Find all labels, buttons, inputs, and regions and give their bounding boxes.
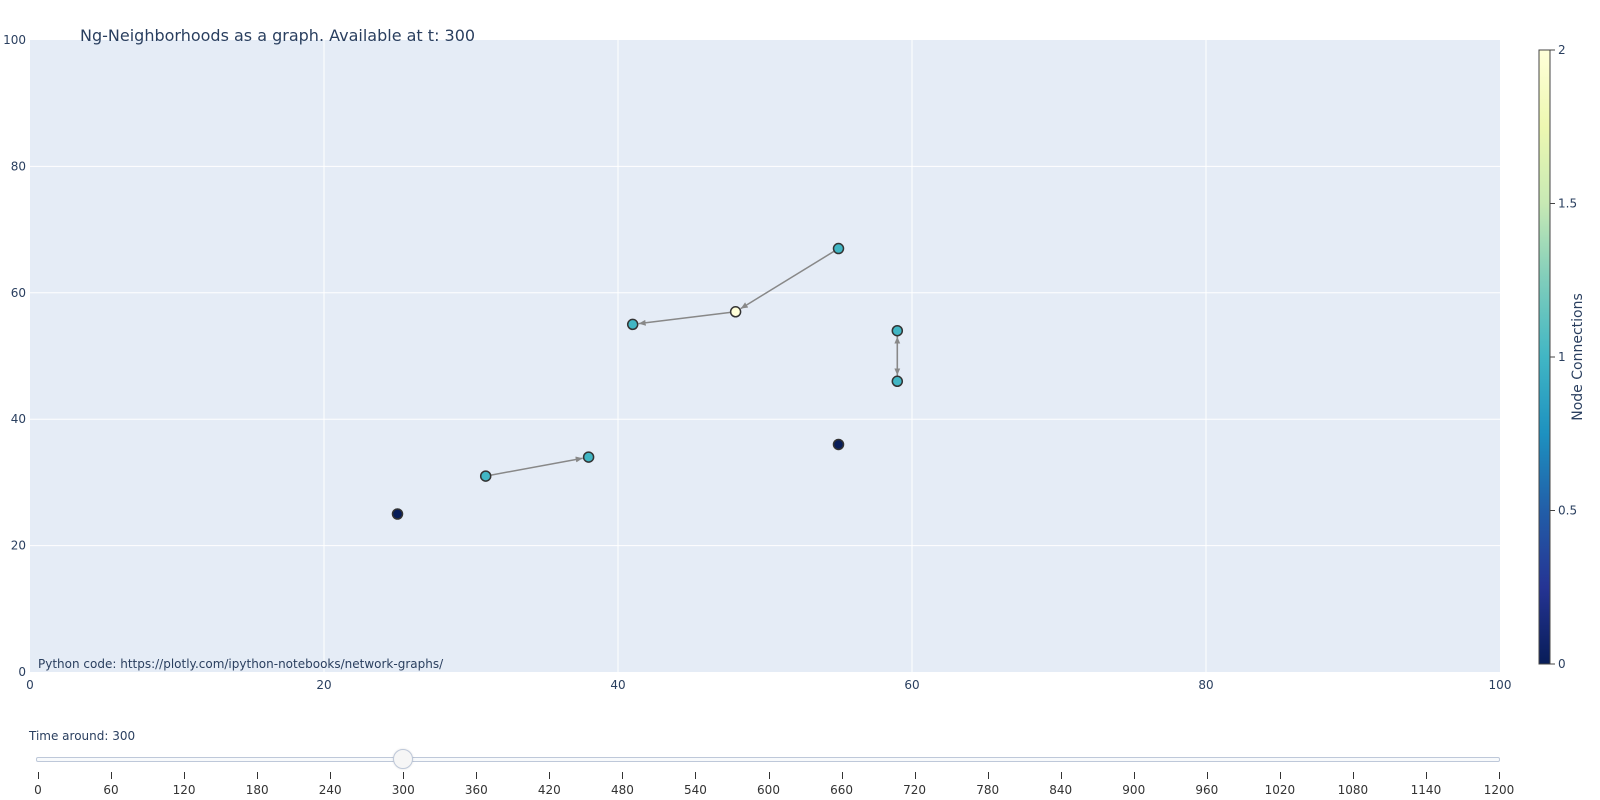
- colorbar-tick-label: 0.5: [1558, 504, 1577, 518]
- x-tick-label: 20: [316, 678, 331, 692]
- edge: [485, 456, 583, 477]
- slider-step-label[interactable]: 1200: [1483, 783, 1515, 797]
- slider-step-tick: [768, 772, 770, 779]
- time-slider-handle[interactable]: [393, 749, 414, 769]
- slider-step-tick: [257, 772, 259, 779]
- slider-step-tick: [987, 772, 989, 779]
- slider-step-label[interactable]: 1080: [1337, 783, 1369, 797]
- slider-step-tick: [622, 772, 624, 779]
- graph-node[interactable]: [891, 324, 904, 337]
- edge: [638, 311, 736, 326]
- slider-step-tick: [330, 772, 332, 779]
- slider-step-tick: [1425, 772, 1427, 779]
- graph-node[interactable]: [729, 306, 742, 318]
- x-tick-label: 100: [1489, 678, 1512, 692]
- slider-step-label[interactable]: 360: [464, 783, 488, 797]
- y-tick-label: 60: [11, 286, 26, 300]
- slider-step-tick: [403, 772, 405, 779]
- slider-step-tick: [184, 772, 186, 779]
- slider-step-label[interactable]: 660: [830, 783, 853, 797]
- slider-step-label[interactable]: 840: [1049, 783, 1073, 797]
- graph-node[interactable]: [582, 451, 595, 463]
- x-tick-label: 0: [26, 678, 34, 692]
- chart-title: Ng-Neighborhoods as a graph. Available a…: [80, 26, 475, 45]
- slider-step-label[interactable]: 300: [391, 783, 415, 797]
- graph-node[interactable]: [626, 318, 639, 331]
- slider-step-label[interactable]: 780: [976, 783, 1000, 797]
- y-tick-label: 20: [11, 539, 26, 553]
- slider-step-tick: [914, 772, 916, 779]
- slider-step-label[interactable]: 120: [172, 783, 196, 797]
- graph-node[interactable]: [391, 508, 404, 520]
- slider-step-tick: [476, 772, 478, 779]
- slider-step-label[interactable]: 900: [1122, 783, 1146, 797]
- graph-node[interactable]: [891, 375, 904, 388]
- slider-step-label[interactable]: 240: [318, 783, 342, 797]
- slider-step-tick: [38, 772, 39, 779]
- y-tick-label: 80: [11, 159, 26, 173]
- slider-step-label[interactable]: 420: [537, 783, 561, 797]
- slider-step-label[interactable]: 480: [610, 783, 634, 797]
- slider-step-label[interactable]: 180: [245, 783, 269, 797]
- slider-step-tick: [695, 772, 697, 779]
- slider-step-tick: [1499, 772, 1500, 779]
- colorbar-title: Node Connections: [1570, 293, 1586, 421]
- graph-node[interactable]: [832, 242, 845, 255]
- slider-step-label[interactable]: 960: [1195, 783, 1219, 797]
- slider-step-tick: [1133, 772, 1135, 779]
- slider-step-label[interactable]: 720: [903, 783, 927, 797]
- colorbar-tick-label: 1.5: [1558, 197, 1577, 211]
- slider-step-tick: [1352, 772, 1354, 779]
- x-tick-label: 60: [904, 678, 919, 692]
- slider-step-label[interactable]: 1020: [1264, 783, 1296, 797]
- slider-step-label[interactable]: 600: [757, 783, 780, 797]
- slider-step-label[interactable]: 60: [103, 783, 119, 797]
- colorbar-tick-label: 0: [1558, 657, 1566, 671]
- x-tick-label: 40: [610, 678, 625, 692]
- source-annotation: Python code: https://plotly.com/ipython-…: [38, 657, 444, 671]
- graph-node[interactable]: [832, 438, 845, 451]
- slider-label: Time around: 300: [29, 729, 136, 743]
- x-tick-label: 80: [1198, 678, 1213, 692]
- slider-step-label[interactable]: 540: [683, 783, 707, 797]
- y-tick-label: 0: [18, 665, 26, 679]
- slider-step-tick: [549, 772, 551, 779]
- slider-step-label[interactable]: 1140: [1410, 783, 1442, 797]
- slider-step-tick: [1279, 772, 1281, 779]
- slider-step-tick: [1206, 772, 1208, 779]
- y-tick-label: 100: [3, 33, 26, 47]
- y-tick-label: 40: [11, 412, 26, 426]
- time-slider-track[interactable]: [36, 757, 1500, 762]
- slider-step-tick: [841, 772, 843, 779]
- graph-node[interactable]: [479, 470, 492, 482]
- slider-step-tick: [111, 772, 113, 779]
- edge: [740, 247, 839, 310]
- slider-step-tick: [1060, 772, 1062, 779]
- colorbar-tick-label: 2: [1558, 43, 1566, 57]
- plot-area: [30, 40, 1500, 672]
- colorbar: [1538, 49, 1551, 665]
- slider-step-label[interactable]: 0: [34, 783, 42, 797]
- colorbar-tick-label: 1: [1558, 350, 1566, 364]
